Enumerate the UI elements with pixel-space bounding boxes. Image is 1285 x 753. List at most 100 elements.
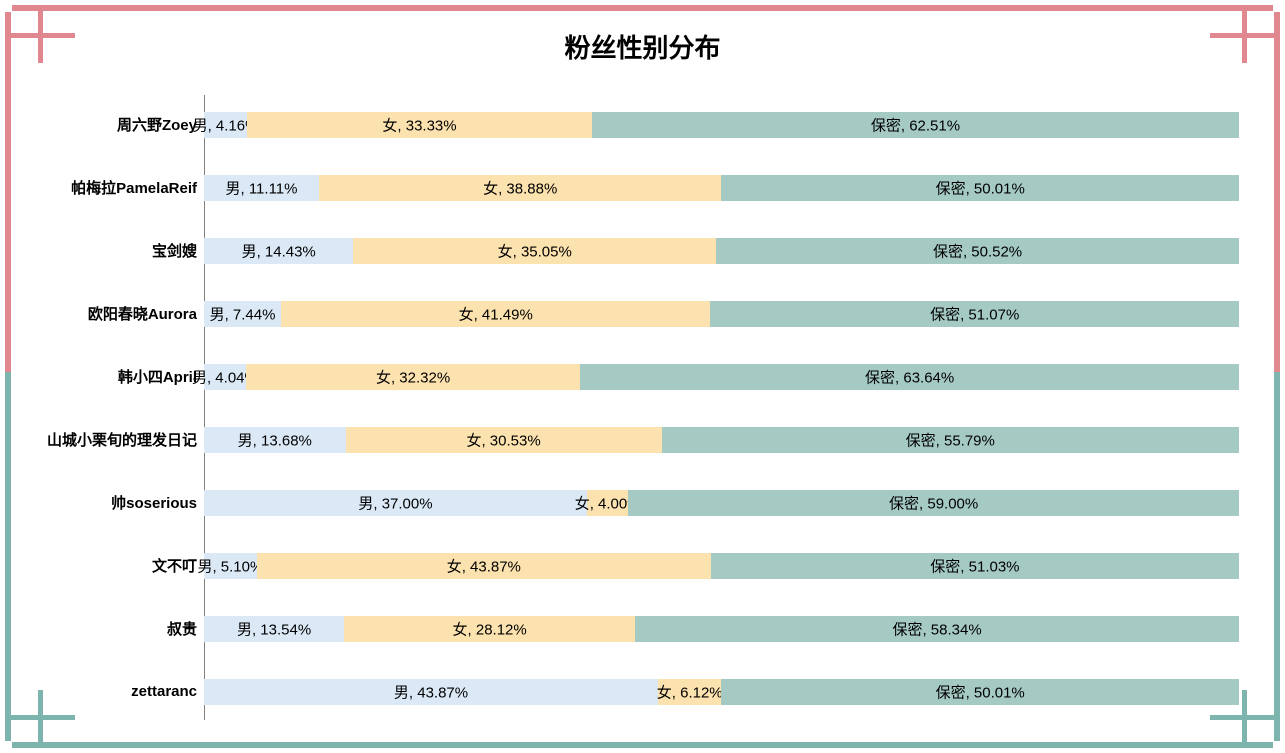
bar-segment-secret: 保密, 62.51% xyxy=(592,111,1239,138)
category-label: 韩小四April xyxy=(117,369,197,386)
bar-segment-male: 男, 43.87% xyxy=(204,678,659,705)
bar-segment-male: 男, 4.04% xyxy=(192,363,258,390)
stacked-bar: 男, 13.68% 女, 30.53% 保密, 55.79% xyxy=(204,426,1239,453)
data-label: 保密, 50.01% xyxy=(935,684,1025,701)
data-label: 男, 4.04% xyxy=(191,369,258,386)
chart-row: 周六野Zoey 男, 4.16% 女, 33.33% 保密, 62.51% xyxy=(0,93,1239,156)
frame-corner-cross-bottom-left xyxy=(10,715,75,720)
chart-row: 叔贵 男, 13.54% 女, 28.12% 保密, 58.34% xyxy=(0,597,1239,660)
data-label: 保密, 62.51% xyxy=(870,117,961,134)
data-label: 女, 6.12% xyxy=(656,684,723,701)
bar-segment-female: 女, 38.88% xyxy=(318,174,722,201)
bar-segment-female: 女, 35.05% xyxy=(353,237,717,264)
bar-segment-secret: 保密, 50.01% xyxy=(721,678,1239,705)
bar-segment-male: 男, 14.43% xyxy=(204,237,354,264)
stacked-bar: 男, 43.87% 女, 6.12% 保密, 50.01% xyxy=(204,678,1239,705)
stacked-bar: 男, 5.10% 女, 43.87% 保密, 51.03% xyxy=(197,552,1239,579)
stacked-bar: 男, 7.44% 女, 41.49% 保密, 51.07% xyxy=(204,300,1239,327)
frame-right-border-bottom xyxy=(1274,372,1280,741)
data-label: 女, 38.88% xyxy=(483,180,558,197)
category-label: 帕梅拉PamelaReif xyxy=(71,180,197,197)
data-label: 保密, 55.79% xyxy=(905,432,995,449)
data-label: 女, 30.53% xyxy=(466,432,541,449)
bar-segment-secret: 保密, 59.00% xyxy=(628,489,1239,516)
data-label: 女, 33.33% xyxy=(382,117,457,134)
bar-segment-secret: 保密, 63.64% xyxy=(580,363,1239,390)
stacked-bar: 男, 14.43% 女, 35.05% 保密, 50.52% xyxy=(204,237,1239,264)
bar-segment-female: 女, 6.12% xyxy=(656,678,723,705)
data-label: 男, 13.54% xyxy=(236,621,312,638)
data-label: 女, 43.87% xyxy=(446,558,521,575)
category-label: 叔贵 xyxy=(166,621,197,638)
bar-segment-secret: 保密, 50.01% xyxy=(721,174,1239,201)
bar-segment-male: 男, 13.68% xyxy=(204,426,346,453)
data-label: 保密, 58.34% xyxy=(892,621,982,638)
bar-segment-secret: 保密, 50.52% xyxy=(716,237,1239,264)
data-label: 男, 4.16% xyxy=(192,117,259,134)
stacked-bar: 男, 11.11% 女, 38.88% 保密, 50.01% xyxy=(204,174,1239,201)
data-label: 保密, 63.64% xyxy=(865,369,955,386)
bar-segment-female: 女, 4.00% xyxy=(575,489,641,516)
bar-segment-female: 女, 32.32% xyxy=(245,363,581,390)
data-label: 保密, 51.07% xyxy=(930,306,1020,323)
bar-segment-secret: 保密, 58.34% xyxy=(635,615,1239,642)
bar-segment-female: 女, 41.49% xyxy=(281,300,711,327)
data-label: 男, 5.10% xyxy=(197,558,264,575)
frame-right-border-top xyxy=(1274,12,1280,372)
chart-row: 帅soserious 男, 37.00% 女, 4.00% 保密, 59.00% xyxy=(0,471,1239,534)
stacked-bar: 男, 37.00% 女, 4.00% 保密, 59.00% xyxy=(204,489,1239,516)
data-label: 女, 4.00% xyxy=(574,495,641,512)
chart-row: 韩小四April 男, 4.04% 女, 32.32% 保密, 63.64% xyxy=(0,345,1239,408)
chart-row: 帕梅拉PamelaReif 男, 11.11% 女, 38.88% 保密, 50.01… xyxy=(0,156,1239,219)
chart-row: zettaranc 男, 43.87% 女, 6.12% 保密, 50.01% xyxy=(0,660,1239,723)
data-label: 保密, 50.52% xyxy=(932,243,1023,260)
bar-segment-male: 男, 7.44% xyxy=(204,300,281,327)
bar-segment-female: 女, 33.33% xyxy=(247,111,592,138)
data-label: 女, 32.32% xyxy=(375,369,451,386)
bar-segment-male: 男, 11.11% xyxy=(204,174,319,201)
data-label: 男, 11.11% xyxy=(225,180,298,197)
data-label: 男, 13.68% xyxy=(237,432,312,449)
frame-corner-cross-top-right xyxy=(1210,33,1275,38)
bar-segment-female: 女, 43.87% xyxy=(256,552,711,579)
y-axis-line xyxy=(204,95,205,720)
bar-segment-male: 男, 37.00% xyxy=(204,489,587,516)
data-label: 保密, 50.01% xyxy=(935,180,1025,197)
stacked-bar: 男, 4.16% 女, 33.33% 保密, 62.51% xyxy=(193,111,1239,138)
chart-row: 宝剑嫂 男, 14.43% 女, 35.05% 保密, 50.52% xyxy=(0,219,1239,282)
category-label: 宝剑嫂 xyxy=(151,243,197,260)
data-label: 男, 37.00% xyxy=(358,495,433,512)
bar-segment-female: 女, 30.53% xyxy=(345,426,662,453)
bar-chart: 周六野Zoey 男, 4.16% 女, 33.33% 保密, 62.51% 帕梅拉Pam… xyxy=(0,93,1239,723)
bar-segment-male: 男, 5.10% xyxy=(197,552,263,579)
bar-segment-secret: 保密, 55.79% xyxy=(661,426,1239,453)
data-label: 女, 28.12% xyxy=(452,621,527,638)
bar-segment-secret: 保密, 51.07% xyxy=(710,300,1239,327)
category-label: 文不叮 xyxy=(151,558,197,575)
chart-row: 山城小栗旬的理发日记 男, 13.68% 女, 30.53% 保密, 55.79% xyxy=(0,408,1239,471)
category-label: 欧阳春晓Aurora xyxy=(87,306,197,323)
data-label: 保密, 59.00% xyxy=(889,495,979,512)
frame-corner-cross-top-left xyxy=(10,33,75,38)
chart-row: 欧阳春晓Aurora 男, 7.44% 女, 41.49% 保密, 51.07% xyxy=(0,282,1239,345)
frame-corner-cross-bottom-right xyxy=(1210,715,1275,720)
category-label: zettaranc xyxy=(131,683,197,700)
frame-bottom-border xyxy=(12,742,1273,748)
data-label: 男, 7.44% xyxy=(209,306,276,323)
frame-top-border xyxy=(12,5,1273,11)
bar-segment-secret: 保密, 51.03% xyxy=(710,552,1239,579)
frame-left-border-top xyxy=(5,12,11,372)
category-label: 帅soserious xyxy=(111,495,197,512)
bar-segment-male: 男, 4.16% xyxy=(193,111,258,138)
data-label: 保密, 51.03% xyxy=(930,558,1020,575)
data-label: 男, 14.43% xyxy=(241,243,316,260)
bar-segment-male: 男, 13.54% xyxy=(204,615,345,642)
bar-segment-female: 女, 28.12% xyxy=(344,615,636,642)
stacked-bar: 男, 13.54% 女, 28.12% 保密, 58.34% xyxy=(204,615,1239,642)
chart-row: 文不叮 男, 5.10% 女, 43.87% 保密, 51.03% xyxy=(0,534,1239,597)
stacked-bar: 男, 4.04% 女, 32.32% 保密, 63.64% xyxy=(192,363,1239,390)
data-label: 男, 43.87% xyxy=(393,684,469,701)
data-label: 女, 41.49% xyxy=(458,306,533,323)
category-label: 山城小栗旬的理发日记 xyxy=(46,432,197,449)
